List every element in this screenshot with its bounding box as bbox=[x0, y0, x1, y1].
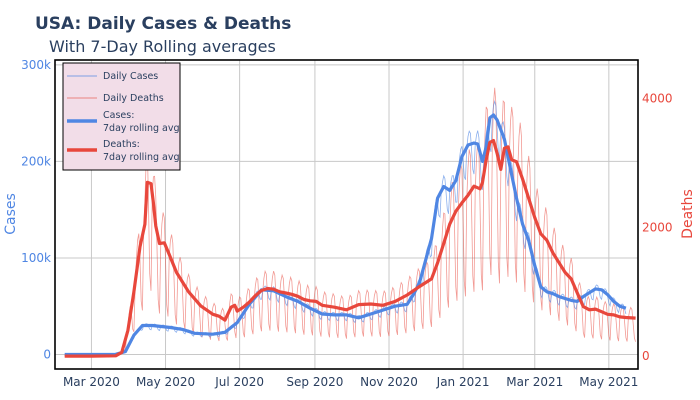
x-tick-label: Mar 2020 bbox=[63, 375, 120, 389]
y-axis-right-title: Deaths bbox=[680, 189, 696, 239]
legend-label-daily-cases: Daily Cases bbox=[103, 71, 158, 82]
legend-label-deaths-avg-line1: Deaths: bbox=[103, 139, 140, 150]
x-tick-label: Nov 2020 bbox=[360, 375, 418, 389]
y-left-tick-label: 200k bbox=[21, 154, 51, 168]
axis-ticks: Mar 2020 May 2020 Jul 2020 Sep 2020 Nov 2020… bbox=[21, 58, 672, 389]
x-tick-label: Jul 2020 bbox=[214, 375, 264, 389]
x-tick-label: Mar 2021 bbox=[506, 375, 563, 389]
plot-frame bbox=[54, 59, 639, 370]
y-right-tick-label: 2000 bbox=[642, 220, 673, 234]
legend-box bbox=[62, 62, 181, 171]
legend-label-deaths-avg-line2: 7day rolling avg bbox=[103, 152, 180, 163]
legend-label-daily-deaths: Daily Deaths bbox=[103, 93, 164, 104]
series-daily-cases bbox=[64, 100, 627, 355]
chart-subtitle: With 7-Day Rolling averages bbox=[49, 37, 276, 56]
y-left-tick-label: 100k bbox=[21, 251, 51, 265]
y-right-tick-label: 4000 bbox=[642, 92, 673, 106]
x-tick-label: Sep 2020 bbox=[286, 375, 343, 389]
series-cases-rolling-avg bbox=[64, 113, 627, 357]
x-tick-label: Jan 2021 bbox=[436, 375, 490, 389]
y-left-tick-label: 300k bbox=[21, 58, 51, 72]
series-deaths-rolling-avg bbox=[64, 138, 636, 358]
x-tick-label: May 2020 bbox=[136, 375, 195, 389]
y-left-tick-label: 0 bbox=[43, 348, 51, 362]
rolling-average-group bbox=[64, 113, 636, 358]
chart-title: USA: Daily Cases & Deaths bbox=[35, 14, 291, 34]
legend: Daily Cases Daily Deaths Cases: 7day rol… bbox=[62, 62, 181, 171]
y-right-tick-label: 0 bbox=[642, 349, 650, 363]
y-axis-left-title: Cases bbox=[3, 193, 19, 235]
legend-label-cases-avg-line1: Cases: bbox=[103, 110, 134, 121]
legend-label-cases-avg-line2: 7day rolling avg bbox=[103, 123, 180, 134]
x-tick-label: May 2021 bbox=[579, 375, 638, 389]
